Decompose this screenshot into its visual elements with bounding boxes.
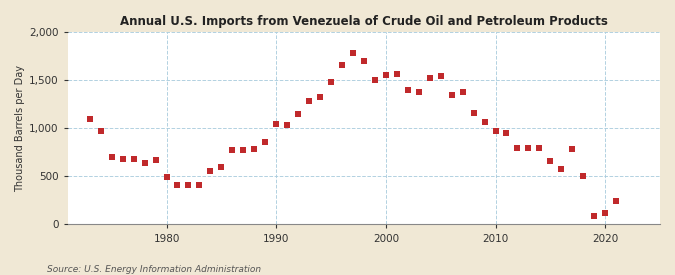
Point [325,80,336,84]
Point [337,62,348,67]
Point [348,51,358,55]
Point [468,111,479,115]
Y-axis label: Thousand Barrels per Day: Thousand Barrels per Day [15,65,25,192]
Point [446,92,457,97]
Point [281,123,292,128]
Point [567,147,578,152]
Point [490,129,501,133]
Point [392,72,402,76]
Point [106,155,117,159]
Point [304,99,315,103]
Point [293,112,304,116]
Point [205,169,216,173]
Point [150,158,161,162]
Point [260,139,271,144]
Point [534,146,545,151]
Point [479,120,490,125]
Point [556,166,567,171]
Point [358,59,369,63]
Point [227,148,238,153]
Point [139,161,150,165]
Point [183,182,194,187]
Point [589,214,599,218]
Point [600,211,611,216]
Point [578,174,589,178]
Point [271,122,281,127]
Point [161,175,172,180]
Point [512,146,523,151]
Point [523,146,534,151]
Point [369,78,380,82]
Point [425,76,435,80]
Text: Source: U.S. Energy Information Administration: Source: U.S. Energy Information Administ… [47,265,261,274]
Point [611,199,622,204]
Point [95,128,106,133]
Point [457,89,468,94]
Point [238,148,248,152]
Point [402,87,413,92]
Point [128,157,139,161]
Point [216,164,227,169]
Point [381,73,392,78]
Point [117,156,128,161]
Point [172,182,183,187]
Point [413,89,424,94]
Point [435,74,446,78]
Point [84,116,95,121]
Point [545,159,556,163]
Point [249,147,260,152]
Point [315,95,325,100]
Point [194,182,205,187]
Point [501,131,512,135]
Title: Annual U.S. Imports from Venezuela of Crude Oil and Petroleum Products: Annual U.S. Imports from Venezuela of Cr… [120,15,608,28]
